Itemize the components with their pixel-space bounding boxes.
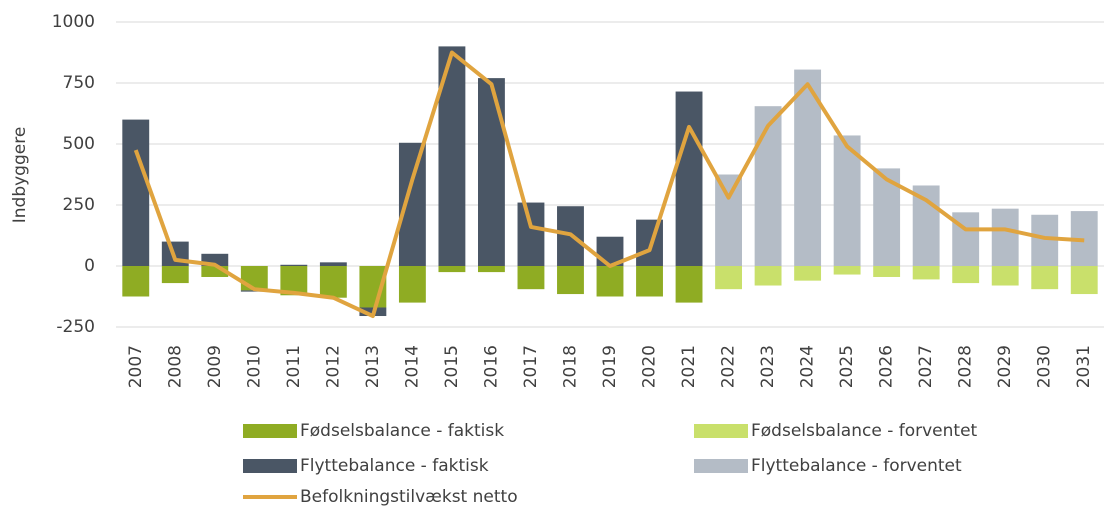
legend-label: Fødselsbalance - forventet xyxy=(751,421,978,441)
legend-label: Flyttebalance - faktisk xyxy=(300,456,489,476)
x-tick-label: 2018 xyxy=(560,345,580,388)
y-tick-label: -250 xyxy=(56,317,95,337)
x-tick-label: 2022 xyxy=(719,345,739,388)
legend-swatch xyxy=(243,459,297,473)
bar xyxy=(1031,266,1059,290)
bar xyxy=(912,266,940,280)
bar xyxy=(398,142,426,266)
x-tick-label: 2015 xyxy=(442,345,462,388)
bar xyxy=(675,91,703,266)
bar xyxy=(161,266,189,284)
bar xyxy=(398,266,426,303)
y-axis-label: Indbyggere xyxy=(10,127,30,224)
legend-swatch xyxy=(694,459,748,473)
bar xyxy=(122,119,150,266)
bar xyxy=(715,266,742,290)
bar xyxy=(517,202,545,266)
x-tick-label: 2026 xyxy=(877,345,897,388)
y-tick-label: 250 xyxy=(63,195,95,215)
bar xyxy=(794,266,822,281)
x-tick-label: 2019 xyxy=(600,345,620,388)
bar xyxy=(991,266,1019,286)
legend-swatch xyxy=(243,424,297,438)
legend-label: Fødselsbalance - faktisk xyxy=(300,421,504,441)
bar xyxy=(952,266,980,284)
bar xyxy=(557,266,584,295)
y-tick-label: 0 xyxy=(84,256,95,276)
bar xyxy=(517,266,545,290)
x-tick-label: 2009 xyxy=(205,345,225,388)
bar xyxy=(201,266,229,277)
bar xyxy=(833,135,861,266)
bar xyxy=(794,69,822,266)
y-tick-label: 500 xyxy=(63,134,95,154)
bar xyxy=(240,266,268,291)
x-tick-label: 2013 xyxy=(363,345,383,388)
bar xyxy=(912,185,940,266)
bar xyxy=(319,262,347,266)
bar xyxy=(438,266,466,273)
x-tick-label: 2027 xyxy=(916,345,936,388)
x-tick-label: 2030 xyxy=(1035,345,1055,388)
bar xyxy=(675,266,703,303)
x-tick-label: 2012 xyxy=(323,345,343,388)
x-tick-label: 2011 xyxy=(284,345,304,388)
y-tick-label: 1000 xyxy=(52,12,95,32)
x-tick-label: 2008 xyxy=(165,345,185,388)
bar xyxy=(280,264,308,266)
x-tick-label: 2031 xyxy=(1074,345,1094,388)
x-tick-label: 2028 xyxy=(956,345,976,388)
bar xyxy=(636,266,663,297)
legend-swatch xyxy=(694,424,748,438)
x-tick-label: 2016 xyxy=(481,345,501,388)
bar xyxy=(754,106,782,267)
bar xyxy=(319,266,347,298)
bar xyxy=(596,266,624,297)
x-tick-label: 2007 xyxy=(126,345,146,388)
x-tick-label: 2017 xyxy=(521,345,541,388)
bar xyxy=(833,266,861,275)
legend-label: Flyttebalance - forventet xyxy=(751,456,962,476)
bar xyxy=(754,266,782,286)
bar xyxy=(122,266,150,297)
x-tick-label: 2021 xyxy=(679,345,699,388)
bar xyxy=(478,266,505,273)
x-tick-label: 2020 xyxy=(640,345,660,388)
bar xyxy=(991,208,1019,266)
x-tick-label: 2025 xyxy=(837,345,857,388)
x-tick-label: 2010 xyxy=(244,345,264,388)
bar xyxy=(715,174,742,266)
legend-label: Befolkningstilvækst netto xyxy=(300,487,518,507)
bar xyxy=(1070,266,1098,295)
x-tick-label: 2023 xyxy=(758,345,778,388)
x-tick-label: 2014 xyxy=(402,345,422,388)
y-tick-label: 750 xyxy=(63,73,95,93)
x-tick-label: 2024 xyxy=(798,345,818,388)
x-tick-label: 2029 xyxy=(995,345,1015,388)
line xyxy=(133,50,1085,319)
bar xyxy=(873,266,901,277)
bar xyxy=(478,78,505,267)
